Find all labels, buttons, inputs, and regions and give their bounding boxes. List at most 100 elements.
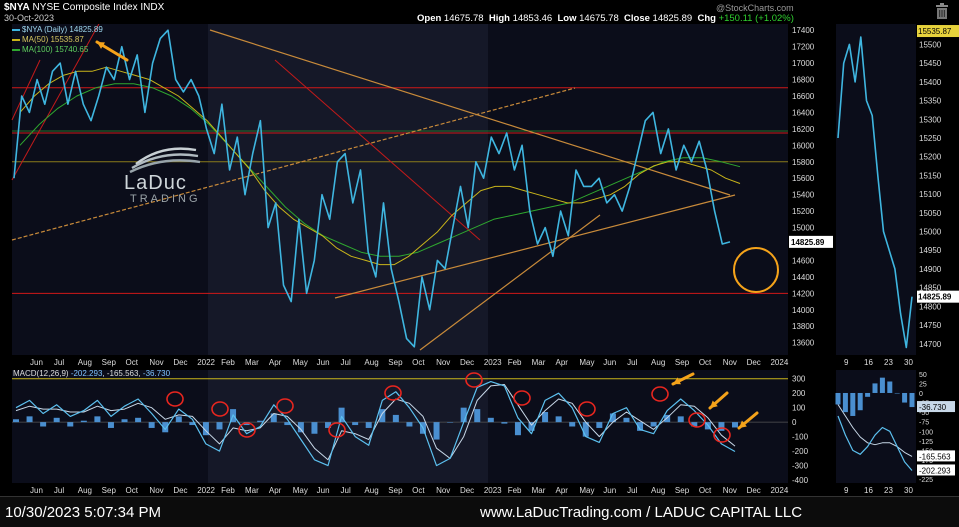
- macd-x-tick-label: Jun: [30, 486, 43, 495]
- y-tick-label: 16800: [792, 76, 815, 85]
- x-tick-label: 2024: [770, 358, 788, 367]
- macd-histogram-bar: [677, 416, 684, 423]
- logo-subtext: TRADING: [130, 193, 201, 205]
- x-tick-label: Nov: [436, 358, 450, 367]
- y-tick-label: 13800: [792, 322, 815, 331]
- zoom-close-badge-text: 14825.89: [918, 293, 952, 302]
- x-tick-label: 2023: [484, 358, 502, 367]
- macd-histogram-bar: [216, 422, 223, 430]
- macd-y-tick-label: -100: [792, 433, 809, 442]
- macd-histogram-bar: [189, 422, 196, 426]
- zoom-macd-histogram-bar: [902, 392, 908, 403]
- macd-histogram-bar: [609, 413, 616, 423]
- x-tick-label: Oct: [126, 358, 139, 367]
- macd-histogram-bar: [13, 419, 19, 423]
- legend-price: $NYA (Daily) 14825.89: [12, 25, 103, 35]
- red-diagonal-line: [274, 59, 481, 241]
- macd-x-tick-label: Mar: [245, 486, 259, 495]
- wave-logo-icon: [129, 147, 201, 174]
- macd-histogram-bar: [691, 422, 698, 427]
- macd-histogram-bar: [542, 412, 549, 423]
- macd-y-tick-label: -400: [792, 476, 809, 485]
- macd-x-tick-label: Oct: [126, 486, 139, 495]
- macd-histogram-bar: [365, 422, 372, 428]
- y-tick-label: 13600: [792, 339, 815, 348]
- chart-date: 30-Oct-2023: [4, 13, 55, 23]
- macd-y-tick-label: 100: [792, 404, 806, 413]
- up-trend-line-1: [334, 194, 736, 299]
- x-tick-label: 2022: [197, 358, 215, 367]
- zoom-ma50-badge-text: 15535.87: [918, 27, 952, 36]
- macd-arrow-3-head: [739, 420, 747, 428]
- macd-badge-bg: [917, 450, 955, 462]
- y-tick-label: 16000: [792, 141, 815, 150]
- zoom-macd-y-tick-label: 50: [919, 372, 927, 379]
- zoom-y-tick-label: 15000: [919, 228, 942, 237]
- zoom-x-tick-label: 9: [844, 358, 849, 367]
- zoom-y-tick-label: 15200: [919, 153, 942, 162]
- macd-histogram-bar: [569, 422, 576, 427]
- macd-histogram-bar: [460, 407, 467, 423]
- zoom-y-tick-label: 14750: [919, 321, 942, 330]
- zoom-y-tick-label: 15350: [919, 97, 942, 106]
- macd-signal-circle: [688, 412, 706, 428]
- x-tick-label: Jul: [54, 358, 64, 367]
- x-tick-label: Oct: [412, 358, 425, 367]
- macd-histogram-bar: [433, 422, 440, 440]
- macd-x-tick-label: 2024: [770, 486, 788, 495]
- y-tick-label: 15400: [792, 191, 815, 200]
- macd-signal-line: [15, 384, 736, 461]
- macd-x-tick-label: Dec: [747, 486, 761, 495]
- zoom-ma50-badge-bg: [917, 25, 959, 38]
- zoom-y-tick-label: 15300: [919, 115, 942, 124]
- zoom-y-tick-label: 15250: [919, 134, 942, 143]
- zoom-macd-y-tick-label: -75: [919, 420, 929, 427]
- macd-histogram-bar: [514, 422, 521, 436]
- y-tick-label: 16400: [792, 108, 815, 117]
- zoom-x-tick-label: 23: [884, 358, 893, 367]
- zoom-y-tick-label: 14800: [919, 302, 942, 311]
- zoom-macd-y-tick-label: -50: [919, 410, 929, 417]
- macd-y-tick-label: 200: [792, 389, 806, 398]
- macd-x-tick-label: Aug: [78, 486, 92, 495]
- macd-line: [15, 381, 736, 467]
- macd-histogram-bar: [352, 422, 359, 426]
- macd-y-tick-label: 0: [792, 418, 797, 427]
- macd-signal-circle: [166, 391, 184, 407]
- x-tick-label: Dec: [460, 358, 474, 367]
- macd-histogram-bar: [80, 420, 87, 423]
- macd-x-tick-label: Feb: [221, 486, 235, 495]
- macd-histogram-bar: [379, 409, 386, 423]
- x-tick-label: Dec: [747, 358, 761, 367]
- macd-x-tick-label: Jul: [54, 486, 64, 495]
- macd-histogram-bar: [297, 422, 304, 433]
- macd-x-tick-label: Nov: [436, 486, 450, 495]
- macd-y-tick-label: -200: [792, 447, 809, 456]
- down-trend-line: [209, 29, 731, 196]
- zoom-y-tick-label: 15400: [919, 78, 942, 87]
- y-tick-label: 14000: [792, 306, 815, 315]
- footer-timestamp: 10/30/2023 5:07:34 PM: [5, 504, 161, 521]
- trash-icon[interactable]: [935, 3, 949, 19]
- y-tick-label: 15000: [792, 224, 815, 233]
- macd-signal-circle: [713, 427, 731, 443]
- zoom-macd-x-tick-label: 23: [884, 486, 893, 495]
- macd-x-tick-label: Dec: [173, 486, 187, 495]
- laduc-logo: LaDuc TRADING: [122, 140, 208, 210]
- macd-y-tick-label: -300: [792, 462, 809, 471]
- macd-x-tick-label: 2023: [484, 486, 502, 495]
- zoom-y-tick-label: 14900: [919, 265, 942, 274]
- macd-histogram-bar: [311, 422, 318, 434]
- x-tick-label: Nov: [723, 358, 737, 367]
- zoom-y-tick-label: 14850: [919, 284, 942, 293]
- macd-signal-circle: [211, 401, 229, 417]
- zoom-panel-bg: [836, 22, 916, 355]
- zoom-y-tick-label: 15050: [919, 209, 942, 218]
- macd-histogram-bar: [135, 417, 142, 423]
- zoom-y-tick-label: 14950: [919, 246, 942, 255]
- zoom-y-tick-label: 15500: [919, 40, 942, 49]
- y-tick-label: 15600: [792, 174, 815, 183]
- zoom-macd-histogram-bar: [909, 392, 915, 408]
- legend-ma50: MA(50) 15535.87: [12, 35, 103, 45]
- zoom-macd-histogram-bar: [850, 392, 856, 416]
